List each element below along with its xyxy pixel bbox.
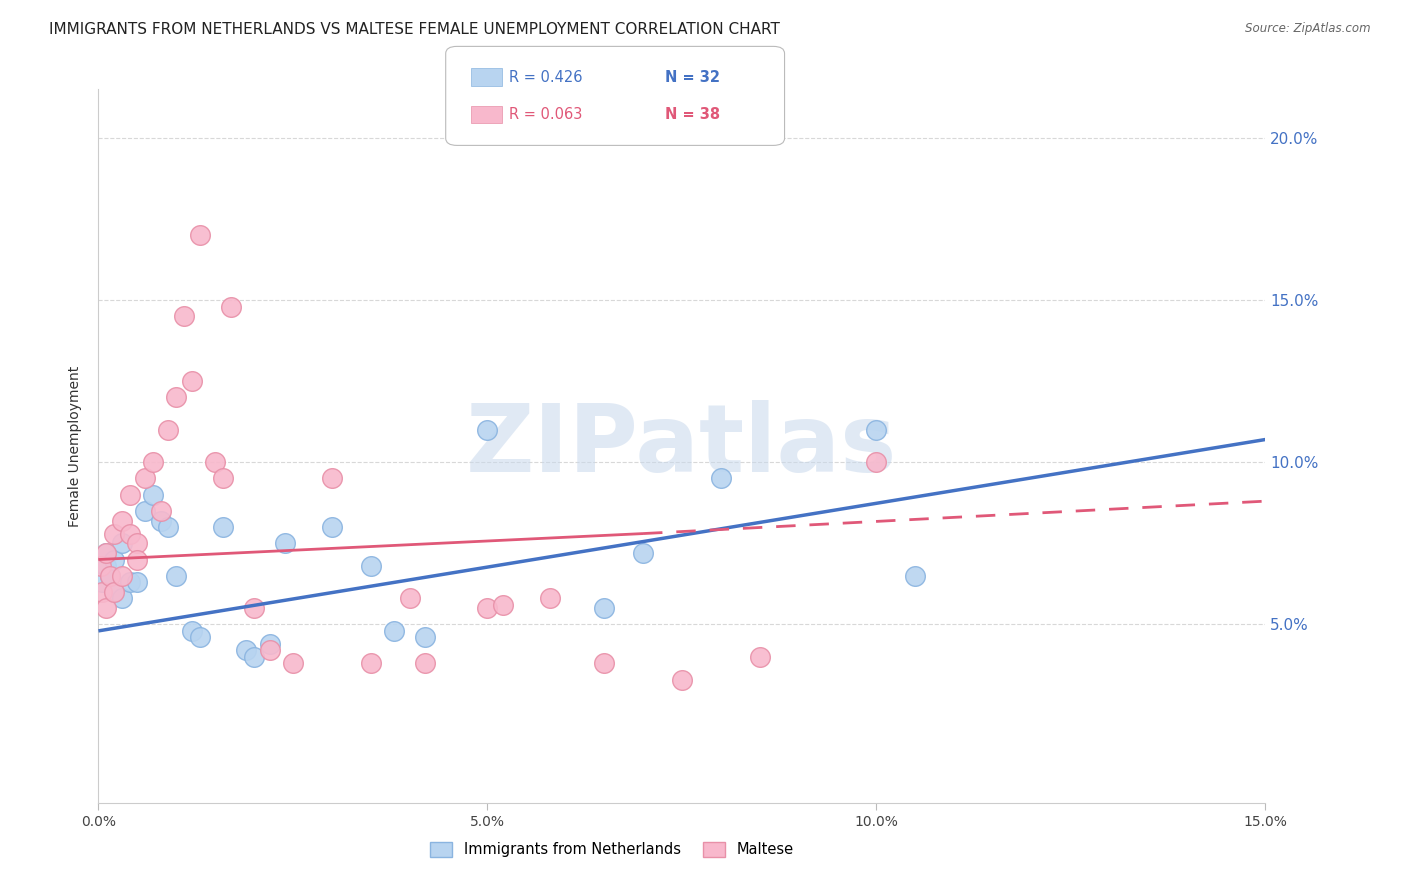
Point: [134, 504, 156, 518]
Point: [748, 649, 770, 664]
Point: [631, 546, 654, 560]
Point: [142, 488, 165, 502]
Point: [259, 643, 281, 657]
Point: [593, 601, 616, 615]
Legend: Immigrants from Netherlands, Maltese: Immigrants from Netherlands, Maltese: [425, 836, 799, 863]
Text: IMMIGRANTS FROM NETHERLANDS VS MALTESE FEMALE UNEMPLOYMENT CORRELATION CHART: IMMIGRANTS FROM NETHERLANDS VS MALTESE F…: [49, 22, 780, 37]
Point: [360, 657, 382, 671]
Point: [103, 526, 125, 541]
Point: [103, 585, 125, 599]
Point: [157, 520, 180, 534]
Point: [865, 423, 887, 437]
Text: ZIPatlas: ZIPatlas: [467, 400, 897, 492]
Point: [103, 585, 125, 599]
Point: [111, 568, 134, 582]
Point: [865, 455, 887, 469]
Point: [127, 536, 149, 550]
Point: [96, 546, 118, 560]
Text: R = 0.426: R = 0.426: [509, 70, 582, 85]
Point: [91, 575, 114, 590]
Point: [142, 455, 165, 469]
Point: [165, 568, 187, 582]
Point: [904, 568, 927, 582]
Point: [98, 568, 121, 582]
Point: [477, 601, 499, 615]
Point: [118, 488, 141, 502]
Point: [165, 390, 187, 404]
Point: [188, 228, 211, 243]
Point: [118, 526, 141, 541]
Text: N = 38: N = 38: [665, 107, 720, 122]
Point: [111, 536, 134, 550]
Point: [413, 631, 436, 645]
Point: [274, 536, 297, 550]
Text: Source: ZipAtlas.com: Source: ZipAtlas.com: [1246, 22, 1371, 36]
Point: [538, 591, 561, 606]
Point: [671, 673, 693, 687]
Point: [157, 423, 180, 437]
Point: [111, 514, 134, 528]
Point: [173, 310, 195, 324]
Point: [321, 471, 343, 485]
Point: [134, 471, 156, 485]
Point: [243, 649, 266, 664]
Point: [96, 559, 118, 574]
Y-axis label: Female Unemployment: Female Unemployment: [69, 366, 83, 526]
Point: [212, 520, 235, 534]
Point: [118, 575, 141, 590]
Point: [91, 585, 114, 599]
Point: [103, 552, 125, 566]
Point: [149, 514, 172, 528]
Point: [382, 624, 405, 638]
Point: [477, 423, 499, 437]
Point: [259, 637, 281, 651]
Point: [413, 657, 436, 671]
Point: [98, 568, 121, 582]
Point: [398, 591, 420, 606]
Point: [219, 300, 242, 314]
Point: [360, 559, 382, 574]
Point: [243, 601, 266, 615]
Point: [90, 559, 112, 574]
Point: [111, 591, 134, 606]
Point: [96, 546, 118, 560]
Point: [96, 601, 118, 615]
Point: [204, 455, 226, 469]
Point: [180, 374, 202, 388]
Point: [127, 575, 149, 590]
Point: [180, 624, 202, 638]
Point: [492, 598, 515, 612]
Point: [321, 520, 343, 534]
Point: [593, 657, 616, 671]
Point: [235, 643, 257, 657]
Point: [281, 657, 304, 671]
Point: [710, 471, 733, 485]
Point: [212, 471, 235, 485]
Point: [127, 552, 149, 566]
Text: R = 0.063: R = 0.063: [509, 107, 582, 122]
Point: [188, 631, 211, 645]
Text: N = 32: N = 32: [665, 70, 720, 85]
Point: [149, 504, 172, 518]
